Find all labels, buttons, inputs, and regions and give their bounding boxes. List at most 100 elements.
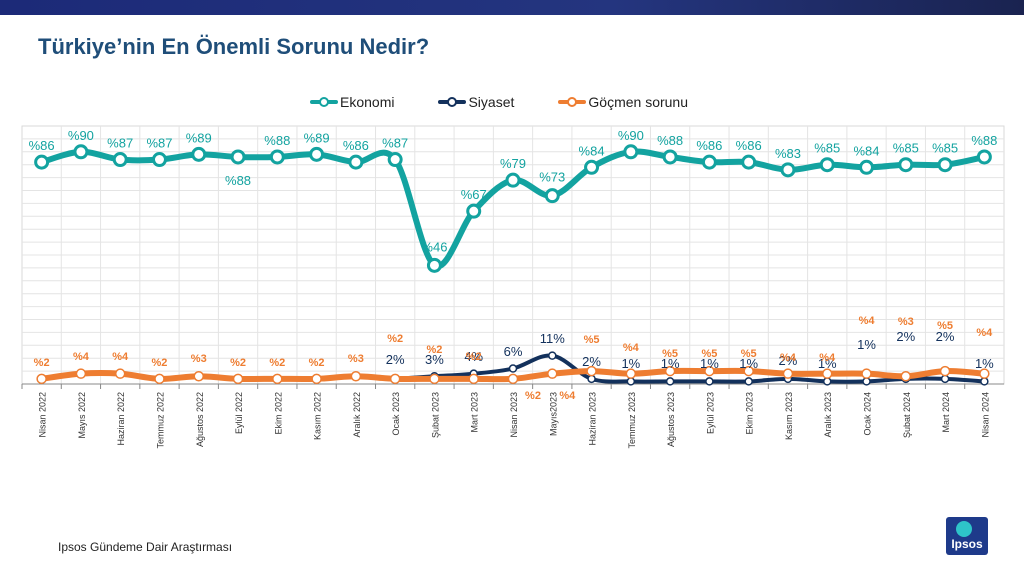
- data-point-ekonomi: [34, 154, 50, 170]
- data-point-siyaset: [626, 377, 636, 386]
- data-label-ekonomi: %88: [264, 133, 290, 148]
- data-label-siyaset: 1%: [818, 356, 837, 371]
- legend-swatch-siyaset: [438, 95, 467, 109]
- data-point-gocmen: [468, 373, 479, 385]
- data-label-gocmen: %5: [741, 348, 757, 360]
- data-label-ekonomi: %86: [736, 138, 762, 153]
- data-label-gocmen: %5: [701, 348, 717, 360]
- data-point-ekonomi: [898, 157, 914, 173]
- data-point-ekonomi: [348, 154, 364, 170]
- data-point-gocmen: [704, 365, 715, 377]
- x-tick-label: Mart 2024: [941, 392, 951, 433]
- top-banner: [0, 0, 1024, 15]
- legend-label-ekonomi: Ekonomi: [340, 94, 395, 110]
- data-point-siyaset: [862, 377, 871, 386]
- data-point-ekonomi: [466, 203, 482, 219]
- data-label-ekonomi: %86: [29, 138, 55, 153]
- logo-mark-icon: [956, 521, 972, 537]
- x-tick-label: Şubat 2024: [902, 392, 912, 438]
- data-point-gocmen: [979, 368, 990, 379]
- data-label-ekonomi: %87: [382, 136, 408, 151]
- x-tick-label: Ağustos 2022: [195, 392, 205, 447]
- data-label-gocmen: %2: [152, 357, 168, 369]
- data-label-ekonomi: %89: [304, 130, 330, 145]
- data-label-ekonomi: %90: [68, 128, 94, 143]
- data-point-gocmen: [861, 368, 872, 379]
- data-point-siyaset: [744, 377, 753, 386]
- data-point-gocmen: [311, 373, 322, 385]
- data-label-siyaset: 1%: [975, 356, 994, 371]
- data-point-gocmen: [389, 373, 401, 385]
- x-tick-label: Nisan 2024: [980, 392, 990, 438]
- data-label-gocmen: %4: [976, 327, 993, 339]
- data-point-gocmen: [625, 368, 637, 379]
- data-label-gocmen: %4: [819, 352, 836, 364]
- data-point-siyaset: [940, 374, 950, 384]
- legend-swatch-ekonomi: [310, 95, 338, 109]
- data-point-ekonomi: [387, 152, 403, 168]
- data-label-gocmen: %2: [230, 357, 246, 369]
- data-label-gocmen: %2: [309, 357, 325, 369]
- data-label-ekonomi: %85: [814, 141, 840, 156]
- data-point-gocmen: [664, 365, 676, 377]
- data-label-gocmen: %4: [859, 315, 876, 327]
- data-label-gocmen: %5: [662, 348, 678, 360]
- data-label-siyaset: 11%: [540, 331, 565, 346]
- data-label-ekonomi: %88: [225, 173, 251, 188]
- data-label-siyaset: 2%: [386, 352, 405, 367]
- data-point-ekonomi: [859, 159, 875, 175]
- x-tick-label: Nisan 2023: [509, 392, 519, 438]
- data-label-gocmen: %4: [112, 351, 129, 363]
- data-label-gocmen: %2: [34, 357, 50, 369]
- data-label-gocmen: %4: [623, 342, 640, 354]
- data-label-gocmen: %4: [73, 351, 90, 363]
- x-tick-label: Eylül 2022: [234, 392, 244, 434]
- data-point-ekonomi: [976, 149, 992, 165]
- data-label-siyaset: 1%: [661, 356, 680, 371]
- data-label-siyaset: 1%: [739, 356, 758, 371]
- data-point-ekonomi: [191, 146, 207, 162]
- x-tick-label: Kasım 2022: [313, 392, 323, 440]
- data-point-gocmen: [114, 368, 126, 379]
- data-point-gocmen: [429, 373, 440, 385]
- logo-text: Ipsos: [951, 537, 983, 551]
- data-label-ekonomi: %86: [343, 138, 369, 153]
- data-point-ekonomi: [584, 159, 600, 175]
- legend-item-ekonomi: Ekonomi: [310, 94, 394, 110]
- data-label-ekonomi: %67: [461, 187, 487, 202]
- x-tick-label: Mart 2023: [470, 392, 480, 433]
- data-label-ekonomi: %85: [932, 141, 958, 156]
- data-label-gocmen: %5: [937, 320, 953, 332]
- data-label-ekonomi: %88: [657, 133, 683, 148]
- x-tick-label: Şubat 2023: [430, 392, 440, 438]
- data-label-siyaset: 6%: [504, 344, 523, 359]
- data-point-ekonomi: [741, 154, 757, 170]
- data-label-ekonomi: %86: [696, 138, 722, 153]
- data-point-gocmen: [154, 373, 165, 385]
- x-tick-label: Kasım 2023: [784, 392, 794, 440]
- data-label-ekonomi: %83: [775, 146, 801, 161]
- legend-item-siyaset: Siyaset: [438, 94, 514, 110]
- data-label-ekonomi: %89: [186, 130, 212, 145]
- data-label-gocmen: %4: [559, 390, 576, 402]
- data-point-gocmen: [232, 373, 244, 385]
- page-title: Türkiye’nin En Önemli Sorunu Nedir?: [38, 34, 430, 59]
- chart-legend: Ekonomi Siyaset Göçmen sorunu: [310, 94, 688, 110]
- data-label-gocmen: %2: [466, 351, 482, 363]
- data-point-ekonomi: [623, 144, 639, 160]
- data-label-gocmen: %2: [525, 390, 541, 402]
- data-label-ekonomi: %84: [854, 143, 880, 158]
- data-point-siyaset: [980, 377, 989, 386]
- data-point-ekonomi: [937, 157, 953, 173]
- data-point-siyaset: [587, 374, 596, 384]
- data-point-ekonomi: [701, 154, 717, 170]
- data-point-siyaset: [665, 377, 675, 386]
- legend-label-gocmen: Göçmen sorunu: [588, 94, 688, 110]
- x-tick-label: Ekim 2022: [273, 392, 283, 435]
- data-point-ekonomi: [780, 162, 796, 178]
- footer-source: Ipsos Gündeme Dair Araştırması: [58, 540, 233, 554]
- data-point-gocmen: [782, 368, 794, 379]
- data-point-ekonomi: [544, 188, 560, 204]
- data-label-gocmen: %5: [584, 334, 600, 346]
- data-point-ekonomi: [309, 146, 325, 162]
